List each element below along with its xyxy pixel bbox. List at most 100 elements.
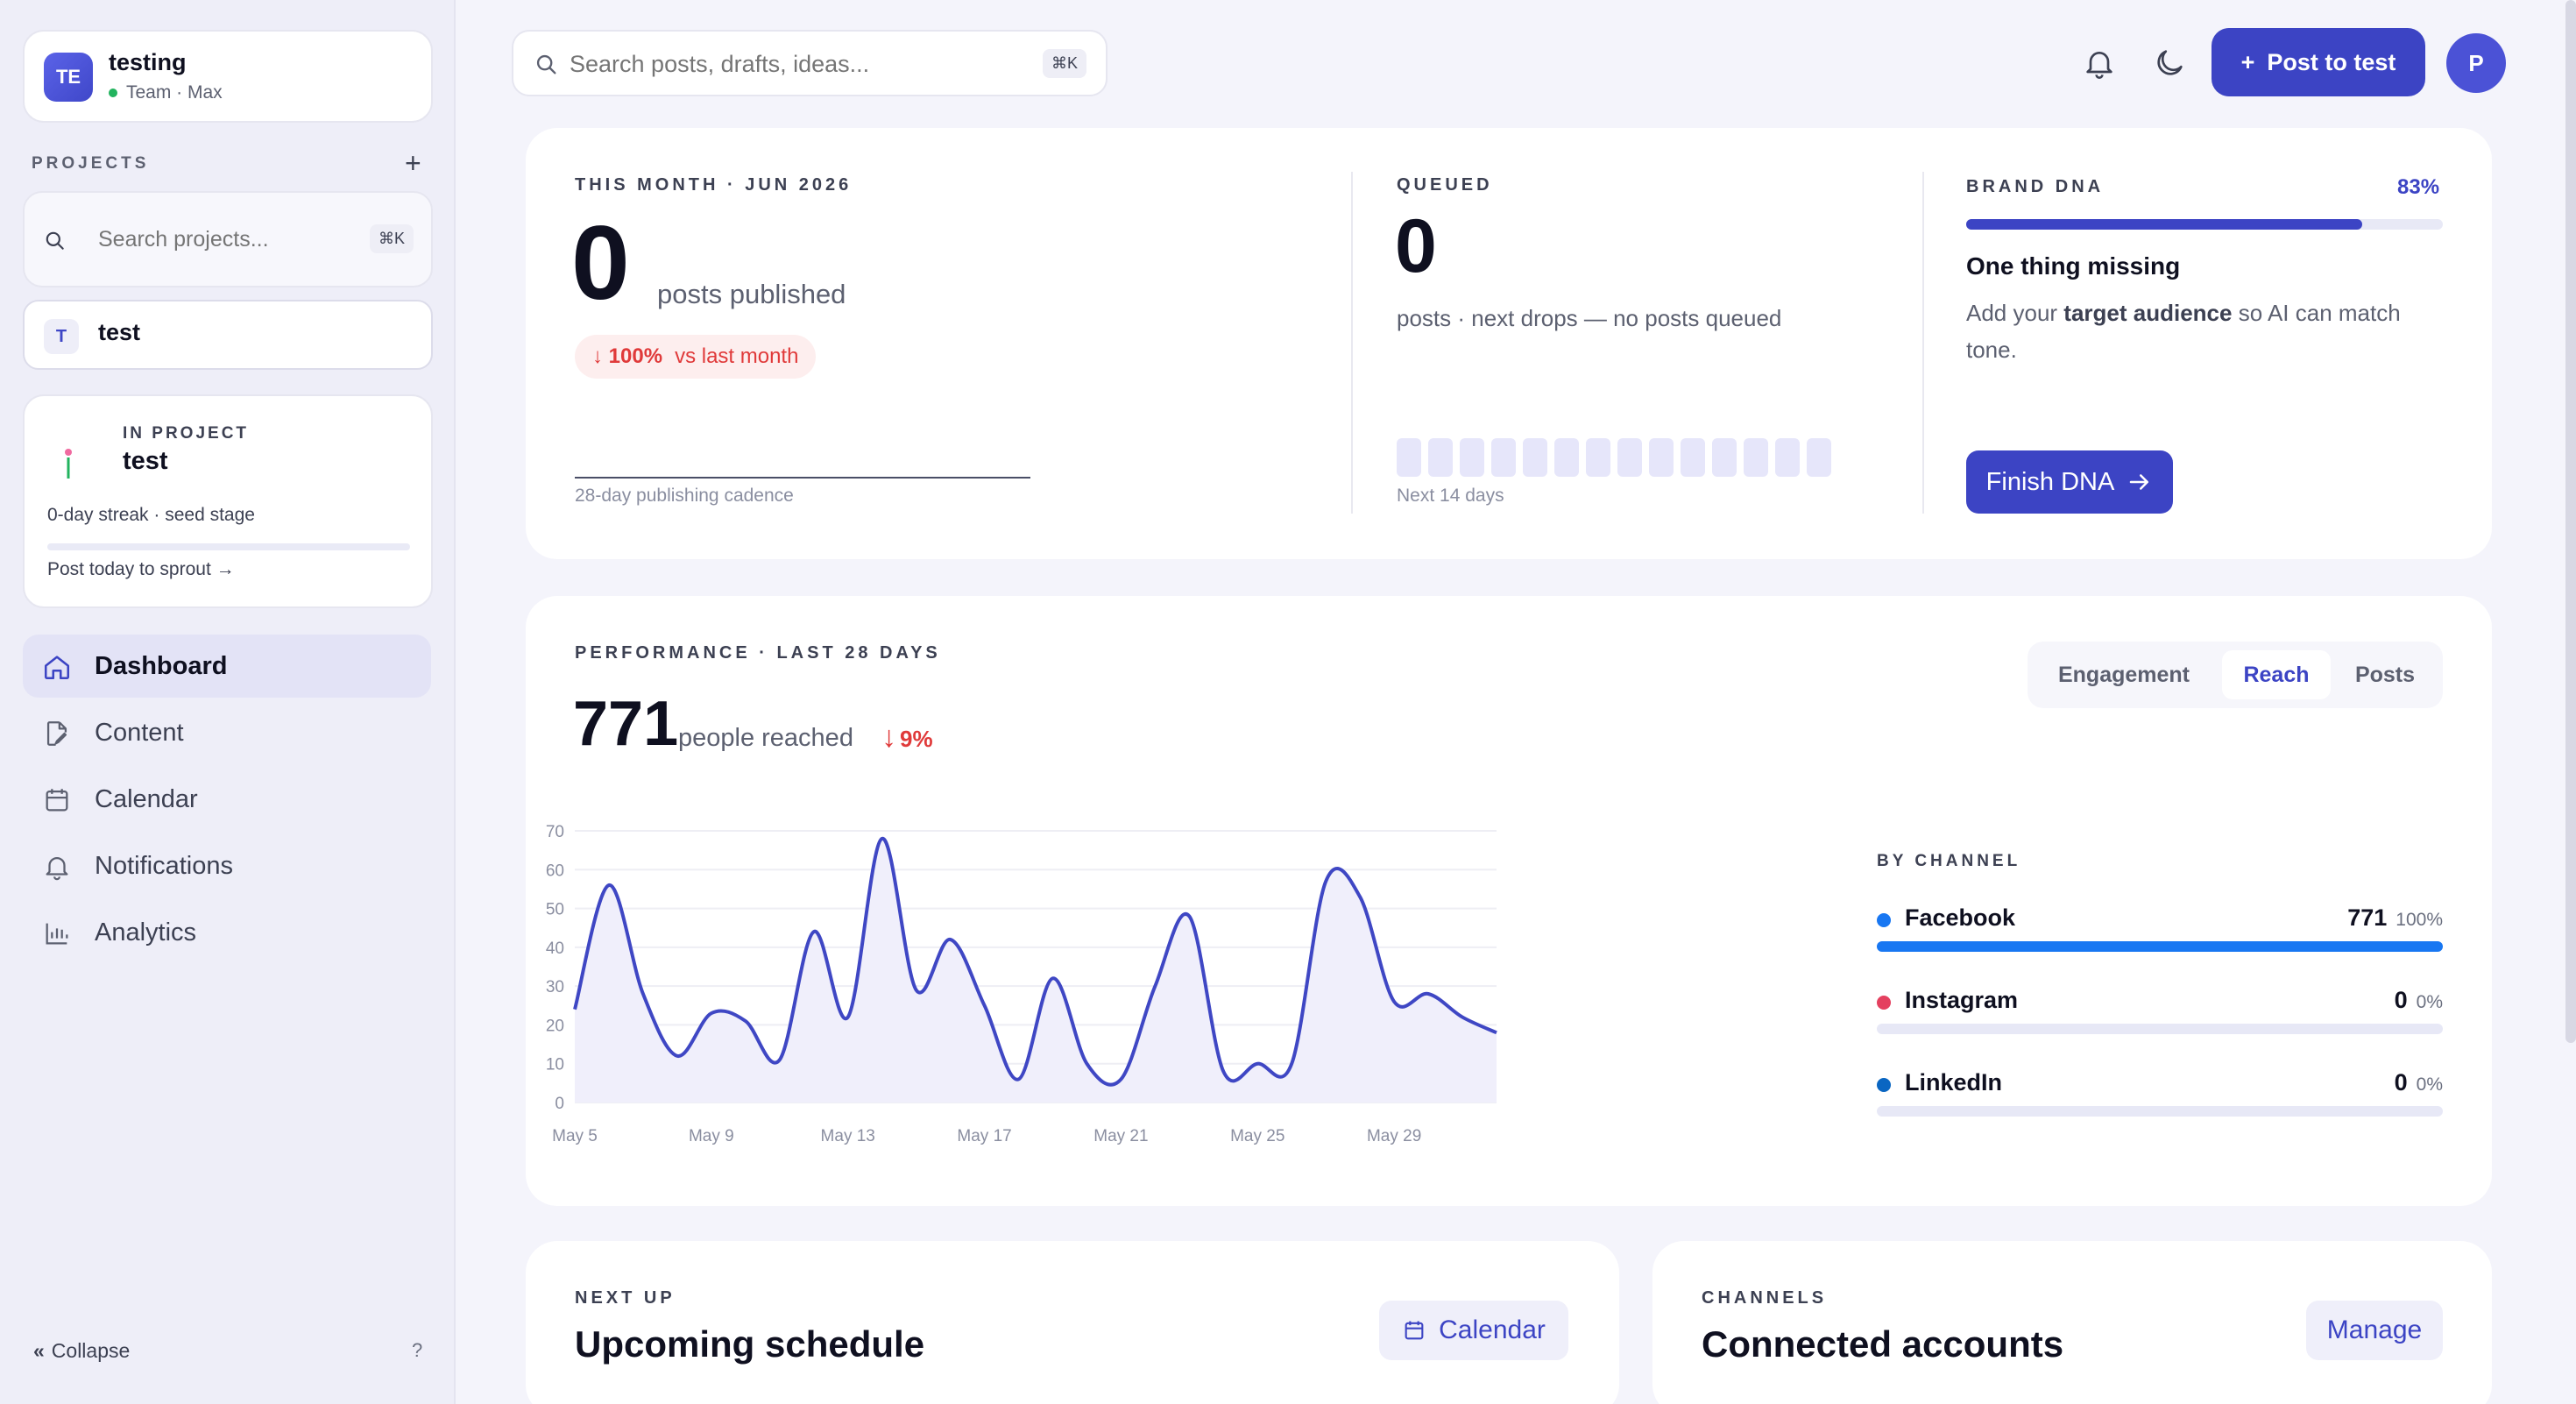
nav-analytics[interactable]: Analytics	[23, 901, 431, 964]
user-avatar[interactable]: P	[2446, 33, 2506, 93]
channel-name: Instagram	[1905, 987, 2019, 1013]
global-search[interactable]: ⌘K	[512, 30, 1108, 96]
global-search-input[interactable]	[570, 44, 1008, 84]
reach-delta: ↓ 9%	[881, 720, 933, 755]
upcoming-title: Upcoming schedule	[575, 1323, 925, 1365]
project-name: test	[98, 319, 141, 345]
channel-value: 0 0%	[2395, 987, 2443, 1014]
month-delta-badge: ↓ 100% vs last month	[575, 335, 817, 379]
day-slot	[1681, 438, 1705, 477]
day-slot	[1775, 438, 1800, 477]
divider	[1922, 172, 1924, 514]
channel-bar	[1877, 941, 2443, 952]
arrow-down-icon: ↓	[881, 720, 896, 754]
finish-dna-label: Finish DNA	[1985, 467, 2115, 496]
tab-posts[interactable]: Posts	[2354, 662, 2416, 687]
channel-value: 771 100%	[2347, 904, 2443, 932]
workspace-switcher[interactable]: TE testing Team · Max	[23, 30, 433, 123]
y-tick-label: 30	[546, 978, 564, 996]
project-search[interactable]: ⌘K	[23, 191, 433, 287]
nav-content[interactable]: Content	[23, 701, 431, 764]
workspace-plan: Team · Max	[109, 82, 223, 103]
workspace-name: testing	[109, 49, 187, 75]
y-tick-label: 0	[555, 1095, 564, 1113]
x-tick-label: May 9	[689, 1127, 734, 1145]
sidebar: TE testing Team · Max PROJECTS + ⌘K T te…	[0, 0, 456, 1404]
reach-area	[575, 838, 1497, 1103]
collapse-button[interactable]: « Collapse	[33, 1339, 130, 1363]
nav-calendar[interactable]: Calendar	[23, 768, 431, 831]
calendar-button[interactable]: Calendar	[1379, 1301, 1568, 1360]
projects-label: PROJECTS	[32, 154, 150, 173]
workspace-avatar: TE	[44, 53, 93, 102]
brand-dna-text-post: so AI can match tone.	[1966, 300, 2401, 363]
collapse-icon: «	[33, 1339, 45, 1362]
day-slot	[1554, 438, 1579, 477]
day-slot	[1491, 438, 1516, 477]
brand-dna-progress	[1966, 219, 2443, 230]
sprout-icon	[65, 449, 72, 479]
day-slot	[1617, 438, 1642, 477]
calendar-icon	[1405, 1321, 1424, 1340]
accounts-title: Connected accounts	[1702, 1323, 2064, 1365]
brand-dna-title: One thing missing	[1966, 252, 2181, 280]
online-dot	[109, 89, 117, 98]
performance-label: PERFORMANCE · LAST 28 DAYS	[575, 643, 941, 663]
x-tick-label: May 21	[1093, 1127, 1148, 1145]
linkedin-dot	[1877, 1078, 1891, 1092]
next-days-label: Next 14 days	[1397, 486, 1504, 506]
home-icon	[44, 656, 70, 680]
project-search-input[interactable]	[98, 219, 361, 259]
nav-dashboard[interactable]: Dashboard	[23, 635, 431, 698]
streak-text: 0-day streak · seed stage	[47, 505, 255, 525]
y-tick-label: 20	[546, 1017, 564, 1035]
metric-tabs: Engagement Reach Posts	[2028, 642, 2443, 708]
bell-icon[interactable]	[2082, 46, 2117, 81]
x-tick-label: May 5	[552, 1127, 598, 1145]
brand-dna-label: BRAND DNA	[1966, 177, 2105, 196]
reach-value: 771	[573, 689, 679, 759]
sprout-link[interactable]: Post today to sprout →	[47, 559, 235, 579]
search-icon	[536, 54, 556, 74]
reach-line	[573, 836, 1497, 1087]
channel-bar	[1877, 1106, 2443, 1117]
shortcut-badge: ⌘K	[1042, 49, 1086, 78]
manage-button[interactable]: Manage	[2306, 1301, 2443, 1360]
nav-notifications[interactable]: Notifications	[23, 834, 431, 897]
scrollbar[interactable]	[2565, 0, 2576, 1043]
summary-panel: THIS MONTH · JUN 2026 0 posts published …	[526, 128, 2492, 559]
edit-document-icon	[46, 721, 67, 746]
project-item[interactable]: T test	[23, 300, 433, 370]
moon-icon[interactable]	[2152, 46, 2187, 81]
tab-reach[interactable]: Reach	[2222, 650, 2331, 699]
finish-dna-button[interactable]: Finish DNA	[1966, 450, 2173, 514]
post-button[interactable]: + Post to test	[2212, 28, 2425, 96]
channel-name: Facebook	[1905, 904, 2016, 931]
tab-engagement[interactable]: Engagement	[2057, 662, 2190, 687]
queued-count: 0	[1395, 204, 1437, 288]
brand-dna-percent: 83%	[2397, 175, 2440, 199]
search-icon	[46, 231, 64, 250]
nav-label: Analytics	[95, 918, 197, 947]
y-tick-label: 70	[546, 823, 564, 841]
channel-row-facebook: Facebook 771 100%	[1877, 904, 2443, 957]
channel-pct: 0%	[2416, 1074, 2443, 1095]
day-slot	[1649, 438, 1674, 477]
day-slot	[1428, 438, 1453, 477]
plus-icon: +	[2240, 48, 2255, 75]
y-tick-label: 60	[546, 862, 564, 880]
day-slot	[1397, 438, 1421, 477]
channel-pct: 100%	[2396, 910, 2443, 930]
facebook-dot	[1877, 913, 1891, 927]
queued-label: QUEUED	[1397, 175, 1493, 195]
help-icon[interactable]: ?	[412, 1339, 423, 1361]
arrow-right-icon	[2130, 474, 2149, 490]
add-project-icon[interactable]: +	[405, 147, 421, 179]
day-slot	[1460, 438, 1484, 477]
x-tick-label: May 29	[1367, 1127, 1421, 1145]
day-slot	[1712, 438, 1737, 477]
bell-icon	[46, 857, 68, 881]
y-tick-label: 10	[546, 1056, 564, 1074]
by-channel-label: BY CHANNEL	[1877, 852, 2021, 870]
in-project-name: test	[123, 447, 168, 475]
